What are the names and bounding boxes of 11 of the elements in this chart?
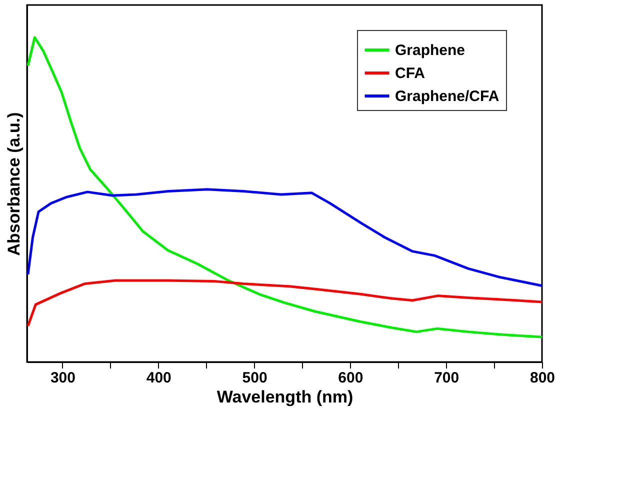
x-tick-label: 300 xyxy=(50,370,76,386)
x-tick-label: 500 xyxy=(242,370,268,386)
x-tick-label: 400 xyxy=(146,370,172,386)
x-tick-label: 800 xyxy=(530,370,556,386)
y-axis-title: Absorbance (a.u.) xyxy=(4,112,24,256)
legend-label: Graphene xyxy=(395,42,466,59)
legend-label: Graphene/CFA xyxy=(395,88,500,105)
x-tick-label: 600 xyxy=(338,370,364,386)
x-tick-label: 700 xyxy=(434,370,460,386)
legend-label: CFA xyxy=(395,65,426,82)
x-axis-title: Wavelength (nm) xyxy=(216,388,354,406)
